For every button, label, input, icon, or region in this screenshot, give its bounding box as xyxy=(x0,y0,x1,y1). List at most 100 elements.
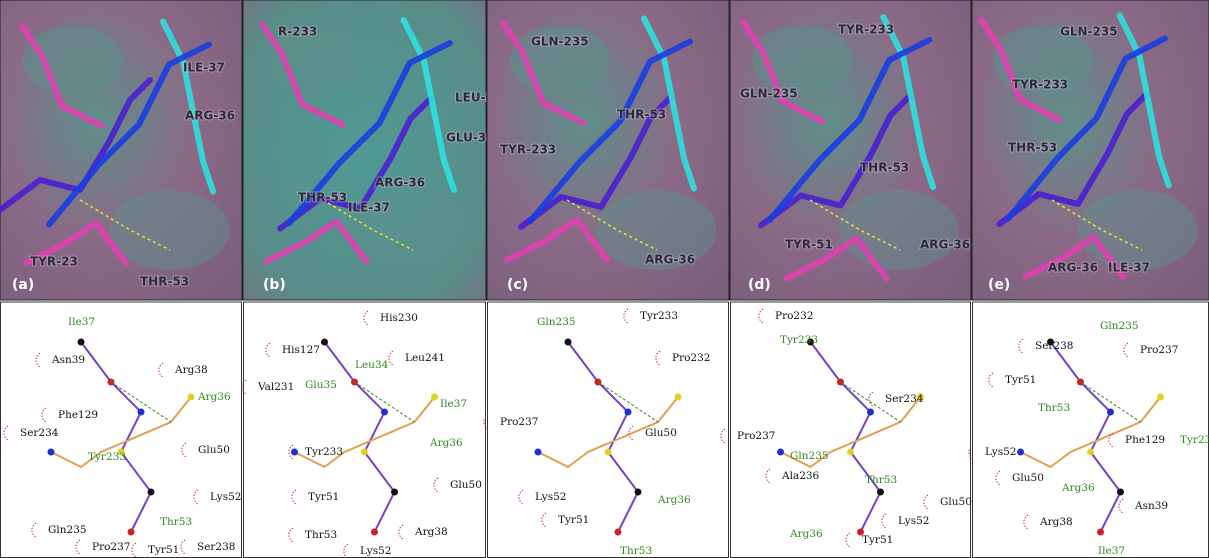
residue-label: TYR-233 xyxy=(838,23,894,37)
residue-label: Leu34 xyxy=(355,359,389,371)
residue-label: Arg38 xyxy=(174,364,208,376)
residue-label: Tyr51 xyxy=(1005,374,1036,386)
residue-label: Leu241 xyxy=(405,352,445,364)
residue-label: Val231 xyxy=(257,381,294,393)
residue-label: ARG-36 xyxy=(185,109,235,123)
figure: (a)ILE-37ARG-36TYR-23THR-53Ile37Asn39Arg… xyxy=(0,0,1209,558)
atom xyxy=(1097,529,1104,536)
interaction-diagram xyxy=(488,302,729,558)
residue-label: Thr53 xyxy=(305,529,337,541)
atom xyxy=(1157,394,1164,401)
atom xyxy=(148,489,155,496)
residue-label: Arg36 xyxy=(657,494,691,506)
residue-label: Glu50 xyxy=(450,479,482,491)
residue-label: Pro232 xyxy=(672,352,710,364)
atom xyxy=(128,529,135,536)
residue-label: Lys52 xyxy=(898,515,929,527)
residue-label: Asn39 xyxy=(51,354,85,366)
residue-label: Glu50 xyxy=(198,444,230,456)
residue-label: ARG-36 xyxy=(920,238,970,252)
panel-letter: (c) xyxy=(507,277,528,293)
residue-label: TYR-51 xyxy=(785,238,833,252)
residue-label: TYR-233 xyxy=(1012,78,1068,92)
atom xyxy=(777,449,784,456)
atom xyxy=(625,409,632,416)
residue-label: Tyr233 xyxy=(88,451,126,463)
residue-label: Tyr233 xyxy=(640,310,678,322)
residue-label: THR-53 xyxy=(1008,141,1057,155)
atom xyxy=(535,449,542,456)
residue-label: Gln235 xyxy=(790,450,829,462)
residue-label: Arg38 xyxy=(414,526,448,538)
interaction-diagram xyxy=(244,302,486,558)
residue-label: Ser234 xyxy=(885,393,924,405)
atom xyxy=(138,409,145,416)
residue-label: Thr53 xyxy=(1038,402,1070,414)
residue-label: Ser238 xyxy=(1035,340,1073,352)
residue-label: Phe129 xyxy=(1125,434,1165,446)
residue-label: Ile37 xyxy=(68,316,95,328)
atom xyxy=(1017,449,1024,456)
residue-label: GLN-235 xyxy=(1060,25,1118,39)
residue-label: GLN-235 xyxy=(531,35,589,49)
residue-label: THR-53 xyxy=(617,108,666,122)
residue-label: Lys52 xyxy=(535,491,566,503)
atom xyxy=(877,489,884,496)
residue-label: Glu50 xyxy=(940,496,972,508)
residue-label: Thr53 xyxy=(160,516,192,528)
residue-label: Tyr51 xyxy=(308,491,339,503)
atom xyxy=(321,339,328,346)
residue-label: THR-53 xyxy=(140,275,189,289)
surface-patch xyxy=(1078,190,1198,270)
residue-label: ARG-36 xyxy=(1048,261,1098,275)
residue-label: Tyr233 xyxy=(780,334,818,346)
residue-label: Lys52 xyxy=(360,545,391,557)
residue-label: Arg36 xyxy=(197,391,231,403)
residue-label: Glu35 xyxy=(305,379,337,391)
residue-label: GLN-235 xyxy=(740,87,798,101)
atom xyxy=(48,449,55,456)
residue-label: Lys52 xyxy=(210,491,241,503)
residue-label: Gln235 xyxy=(1100,320,1139,332)
surface-patch xyxy=(23,25,123,95)
atom xyxy=(1087,449,1094,456)
residue-label: His127 xyxy=(282,344,320,356)
atom xyxy=(371,529,378,536)
residue-label: Pro237 xyxy=(92,541,130,553)
atom xyxy=(391,489,398,496)
residue-label: Arg36 xyxy=(789,528,823,540)
residue-label: Asn39 xyxy=(1134,500,1168,512)
panels: (a)ILE-37ARG-36TYR-23THR-53Ile37Asn39Arg… xyxy=(0,0,1209,558)
atom xyxy=(361,449,368,456)
residue-label: ARG-36 xyxy=(645,253,695,267)
surface-patch xyxy=(839,190,959,270)
panel-letter: (a) xyxy=(12,277,34,293)
atom xyxy=(431,394,438,401)
residue-label: Pro237 xyxy=(500,416,538,428)
residue-label: ILE-37 xyxy=(348,201,390,215)
residue-label: ARG-36 xyxy=(375,176,425,190)
surface-patch xyxy=(109,190,229,270)
atom xyxy=(675,394,682,401)
atom xyxy=(1107,409,1114,416)
residue-label: Ser234 xyxy=(20,427,59,439)
residue-label: Thr53 xyxy=(865,474,897,486)
atom xyxy=(635,489,642,496)
residue-label: Arg36 xyxy=(429,437,463,449)
residue-label: Phe129 xyxy=(58,409,98,421)
residue-label: Pro237 xyxy=(737,430,775,442)
atom xyxy=(188,394,195,401)
residue-label: Glu50 xyxy=(645,427,677,439)
residue-label: Arg38 xyxy=(1039,516,1073,528)
residue-label: THR-53 xyxy=(298,191,347,205)
residue-label: R-233 xyxy=(278,25,317,39)
residue-label: ILE-37 xyxy=(1108,261,1150,275)
atom xyxy=(605,449,612,456)
residue-label: Tyr51 xyxy=(558,514,589,526)
residue-label: TYR-233 xyxy=(500,143,556,157)
atom xyxy=(847,449,854,456)
residue-label: Tyr51 xyxy=(862,534,893,546)
residue-label: Pro237 xyxy=(1140,344,1178,356)
